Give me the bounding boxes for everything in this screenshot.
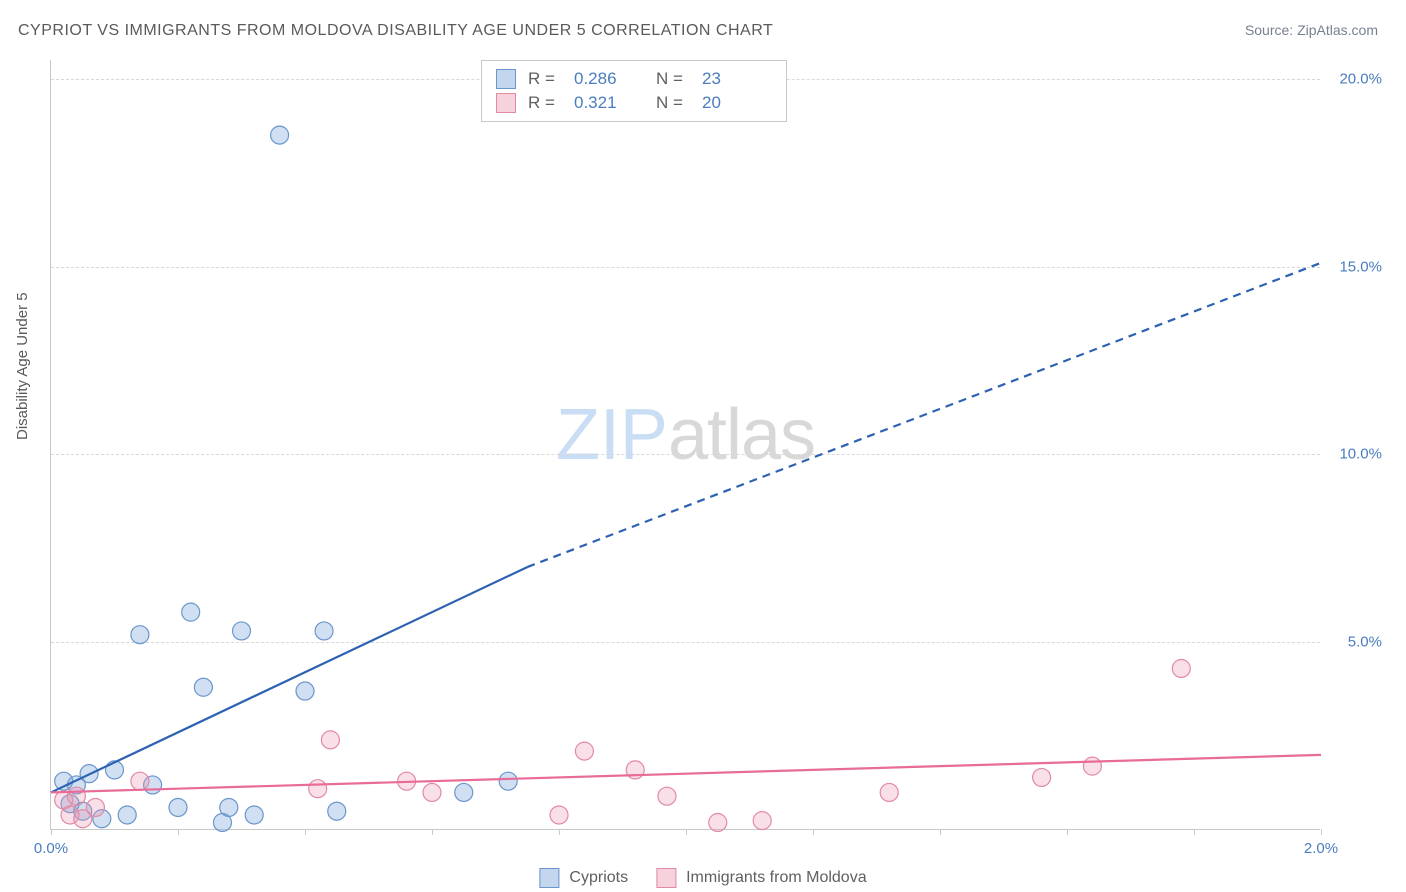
x-tick [1321, 829, 1322, 835]
data-point-moldova [309, 780, 327, 798]
legend-bottom-item-0: Cypriots [539, 868, 628, 888]
data-point-cypriots [131, 626, 149, 644]
data-point-moldova [753, 812, 771, 830]
data-point-moldova [575, 742, 593, 760]
x-tick [813, 829, 814, 835]
data-point-cypriots [169, 798, 187, 816]
x-tick [178, 829, 179, 835]
y-axis-title: Disability Age Under 5 [14, 292, 31, 440]
y-tick-label: 5.0% [1348, 634, 1382, 651]
legend-n-value-0: 23 [702, 69, 772, 89]
trend-line-dashed-cypriots [527, 263, 1321, 567]
chart-svg [51, 60, 1320, 829]
data-point-cypriots [271, 126, 289, 144]
chart-title: CYPRIOT VS IMMIGRANTS FROM MOLDOVA DISAB… [18, 22, 773, 40]
trend-line-moldova [51, 755, 1321, 793]
data-point-cypriots [296, 682, 314, 700]
data-point-moldova [423, 783, 441, 801]
y-tick-label: 10.0% [1339, 446, 1382, 463]
legend-top-row-1: R = 0.321 N = 20 [496, 91, 772, 115]
data-point-moldova [880, 783, 898, 801]
legend-n-value-1: 20 [702, 93, 772, 113]
data-point-moldova [709, 813, 727, 831]
x-tick [305, 829, 306, 835]
legend-bottom-swatch-0 [539, 868, 559, 888]
legend-r-value-0: 0.286 [574, 69, 644, 89]
legend-swatch-1 [496, 93, 516, 113]
data-point-moldova [1083, 757, 1101, 775]
legend-bottom: Cypriots Immigrants from Moldova [539, 868, 866, 888]
source-label: Source: ZipAtlas.com [1245, 22, 1378, 38]
data-point-cypriots [194, 678, 212, 696]
legend-n-label: N = [656, 93, 690, 113]
x-tick [1067, 829, 1068, 835]
data-point-cypriots [315, 622, 333, 640]
data-point-moldova [1033, 768, 1051, 786]
legend-swatch-0 [496, 69, 516, 89]
legend-bottom-label-1: Immigrants from Moldova [686, 869, 867, 887]
legend-bottom-swatch-1 [656, 868, 676, 888]
legend-r-value-1: 0.321 [574, 93, 644, 113]
legend-bottom-item-1: Immigrants from Moldova [656, 868, 867, 888]
x-tick [686, 829, 687, 835]
legend-bottom-label-0: Cypriots [569, 869, 628, 887]
data-point-moldova [1172, 659, 1190, 677]
data-point-moldova [321, 731, 339, 749]
plot-area: ZIPatlas 5.0%10.0%15.0%20.0% 0.0%2.0% R … [50, 60, 1320, 830]
data-point-cypriots [233, 622, 251, 640]
x-tick [940, 829, 941, 835]
x-tick [559, 829, 560, 835]
data-point-moldova [131, 772, 149, 790]
data-point-moldova [67, 787, 85, 805]
legend-top-row-0: R = 0.286 N = 23 [496, 67, 772, 91]
y-tick-label: 20.0% [1339, 70, 1382, 87]
x-tick-label: 0.0% [34, 840, 68, 857]
legend-r-label: R = [528, 93, 562, 113]
legend-n-label: N = [656, 69, 690, 89]
trend-line-cypriots [51, 567, 527, 792]
data-point-moldova [86, 798, 104, 816]
y-tick-label: 15.0% [1339, 258, 1382, 275]
data-point-cypriots [182, 603, 200, 621]
data-point-cypriots [499, 772, 517, 790]
data-point-cypriots [328, 802, 346, 820]
data-point-cypriots [118, 806, 136, 824]
x-tick [432, 829, 433, 835]
x-tick [1194, 829, 1195, 835]
data-point-moldova [550, 806, 568, 824]
data-point-moldova [658, 787, 676, 805]
data-point-cypriots [220, 798, 238, 816]
legend-top: R = 0.286 N = 23 R = 0.321 N = 20 [481, 60, 787, 122]
legend-r-label: R = [528, 69, 562, 89]
x-tick-label: 2.0% [1304, 840, 1338, 857]
data-point-cypriots [245, 806, 263, 824]
x-tick [51, 829, 52, 835]
data-point-cypriots [455, 783, 473, 801]
